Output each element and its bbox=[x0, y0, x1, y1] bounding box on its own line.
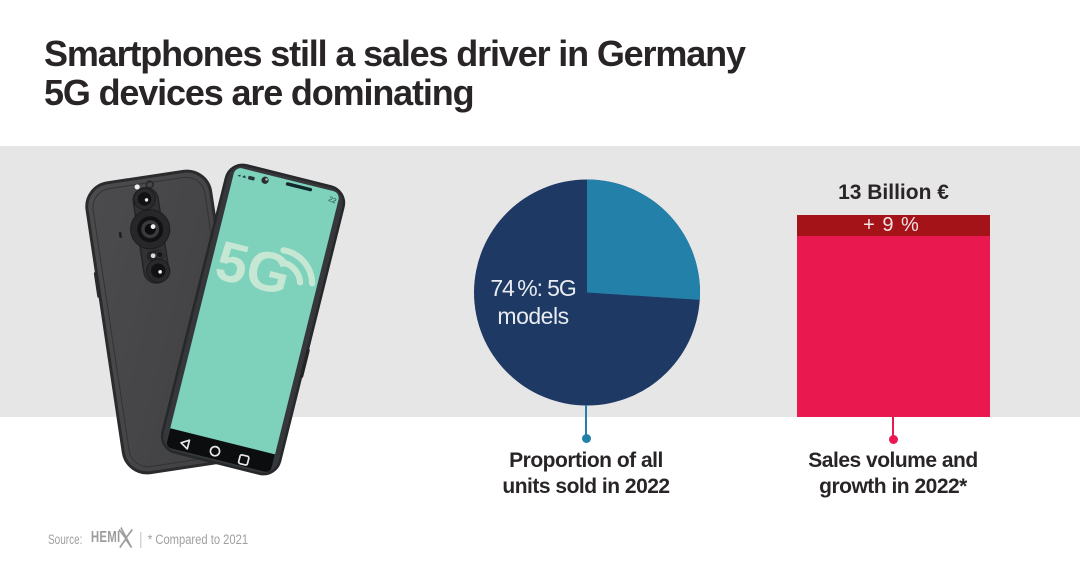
svg-text:22: 22 bbox=[327, 196, 337, 205]
svg-text:HEMI: HEMI bbox=[91, 528, 121, 545]
